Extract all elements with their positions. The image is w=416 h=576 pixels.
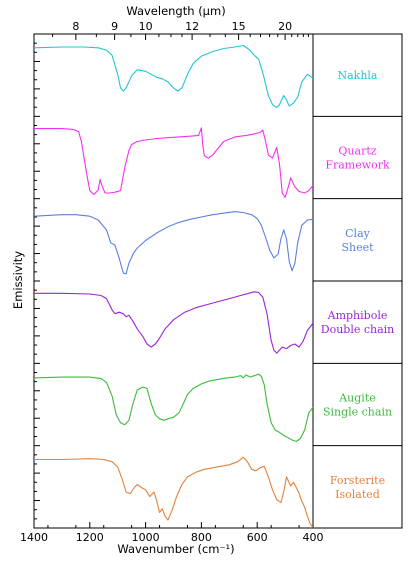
series-label: Nakhla [337,69,377,82]
series-line [33,44,314,109]
series-label: Sheet [341,241,374,254]
x-tick-label: 1000 [132,531,160,544]
series-label: Amphibole [327,309,388,322]
axes-group: 1400 1200 1000 800 600 400 8 9 10 12 15 20 [20,20,403,544]
top-tick-label: 8 [72,20,79,33]
top-axis-title: Wavelength (μm) [126,4,225,18]
x-tick-label: 600 [247,531,268,544]
y-axis-title: Emissivity [11,251,25,309]
series-lines-group [33,44,314,528]
series-label: Isolated [335,488,380,501]
top-tick-label: 9 [111,20,118,33]
x-tick-label: 1400 [20,531,48,544]
series-line [33,373,314,443]
series-label: Forsterite [330,474,385,487]
series-label: Double chain [321,323,395,336]
x-tick-label: 400 [303,531,324,544]
x-tick-label: 1200 [76,531,104,544]
x-tick-label: 800 [191,531,212,544]
top-tick-label: 10 [139,20,153,33]
series-label: Framework [325,159,390,172]
top-tick-label: 15 [232,20,246,33]
plot-frame [33,33,314,529]
series-label: Clay [345,227,370,240]
series-line [34,291,314,354]
top-tick-label: 20 [278,20,292,33]
series-label: Single chain [323,406,392,419]
top-tick-label: 12 [185,20,199,33]
series-line [34,456,314,528]
series-line [33,211,314,275]
series-line [34,127,314,199]
bottom-axis-title: Wavenumber (cm⁻¹) [117,542,234,556]
series-label: Quartz [338,145,376,158]
series-label: Augite [338,392,376,405]
